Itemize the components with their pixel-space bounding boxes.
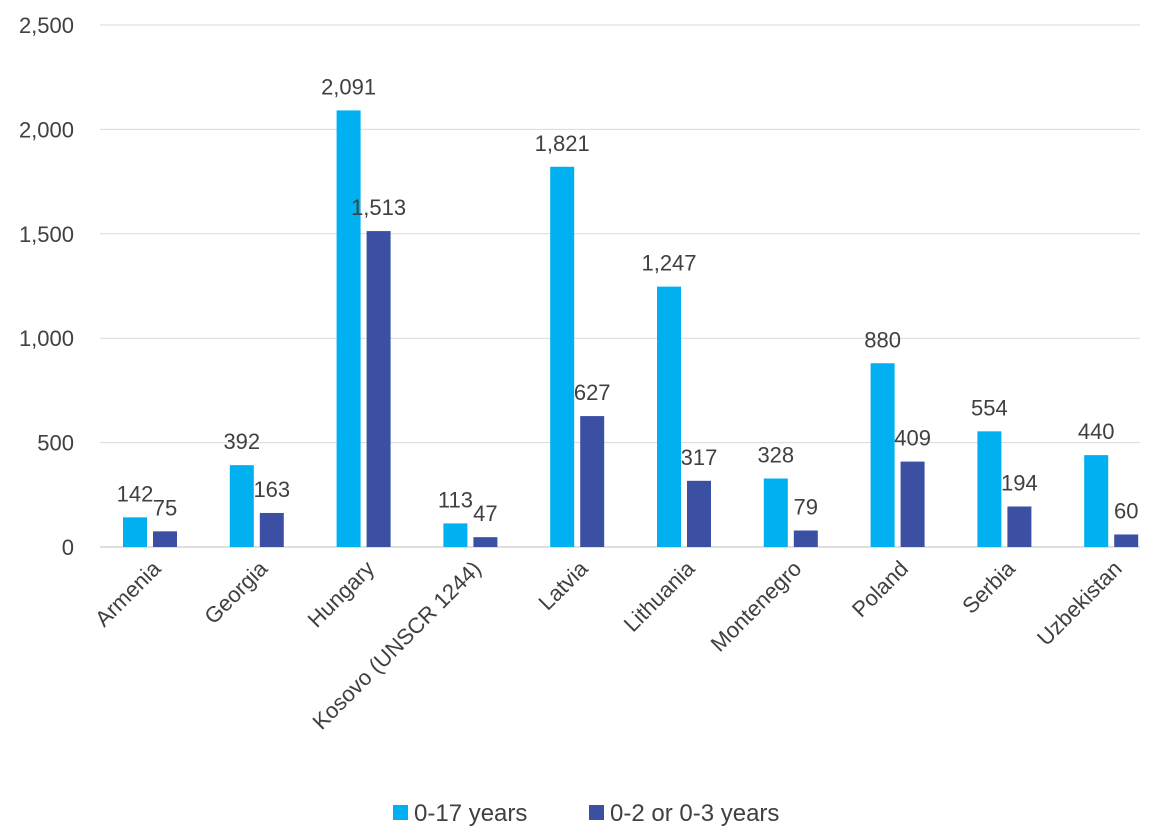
bar-series1 bbox=[657, 286, 681, 547]
data-label: 2,091 bbox=[321, 74, 376, 99]
data-label: 409 bbox=[894, 426, 931, 451]
bar-series2 bbox=[366, 231, 391, 547]
data-label: 392 bbox=[223, 429, 260, 454]
bar-series1 bbox=[977, 431, 1002, 547]
data-label: 79 bbox=[794, 495, 818, 520]
y-tick-label: 1,500 bbox=[19, 222, 74, 247]
bar-series2 bbox=[1007, 506, 1032, 547]
bar-series1 bbox=[336, 110, 361, 547]
x-category-label: Georgia bbox=[199, 555, 273, 629]
x-category-label: Poland bbox=[847, 556, 913, 622]
bar-series1 bbox=[550, 166, 575, 547]
bar-series2 bbox=[580, 416, 605, 547]
data-label: 554 bbox=[971, 395, 1008, 420]
x-category-label: Armenia bbox=[90, 555, 166, 631]
y-axis-ticks: 0 500 1,000 1,500 2,000 2,500 bbox=[19, 13, 74, 560]
gridlines bbox=[100, 24, 1140, 548]
bar-series2 bbox=[900, 461, 925, 547]
legend-swatch bbox=[393, 805, 408, 820]
data-label: 328 bbox=[757, 443, 794, 468]
data-label: 317 bbox=[681, 445, 718, 470]
x-category-label: Latvia bbox=[534, 555, 594, 615]
y-tick-label: 0 bbox=[62, 535, 74, 560]
legend-label: 0-17 years bbox=[414, 800, 527, 827]
bar-series1 bbox=[763, 478, 788, 547]
bar-series1 bbox=[123, 517, 147, 547]
bar-series2 bbox=[153, 531, 177, 547]
legend-swatch bbox=[589, 805, 604, 820]
data-label: 142 bbox=[117, 481, 154, 506]
data-label: 194 bbox=[1001, 470, 1038, 495]
data-label: 1,513 bbox=[351, 195, 406, 220]
x-category-label: Montenegro bbox=[706, 556, 807, 657]
x-category-label: Hungary bbox=[303, 556, 379, 632]
bar-series1 bbox=[870, 363, 895, 547]
bar-series2 bbox=[793, 530, 818, 547]
data-label: 440 bbox=[1078, 419, 1115, 444]
bar-series1 bbox=[443, 523, 468, 547]
y-tick-label: 2,500 bbox=[19, 13, 74, 38]
data-label: 880 bbox=[864, 327, 901, 352]
x-category-label: Uzbekistan bbox=[1032, 556, 1127, 651]
x-category-label: Lithuania bbox=[619, 555, 700, 636]
legend: 0-17 years 0-2 or 0-3 years bbox=[393, 800, 779, 827]
data-label: 1,821 bbox=[535, 131, 590, 156]
y-tick-label: 2,000 bbox=[19, 117, 74, 142]
legend-label: 0-2 or 0-3 years bbox=[610, 800, 779, 827]
data-label: 113 bbox=[438, 487, 473, 512]
bars bbox=[123, 110, 1139, 547]
data-label: 163 bbox=[253, 477, 290, 502]
bar-series2 bbox=[1114, 534, 1139, 547]
data-label: 75 bbox=[153, 495, 177, 520]
bar-series2 bbox=[473, 537, 498, 547]
y-tick-label: 1,000 bbox=[19, 326, 74, 351]
bar-series2 bbox=[259, 512, 284, 547]
data-label: 47 bbox=[473, 501, 497, 526]
data-label: 60 bbox=[1114, 498, 1138, 523]
data-label: 1,247 bbox=[641, 251, 696, 276]
bar-series2 bbox=[687, 480, 711, 547]
bar-series1 bbox=[229, 465, 254, 547]
x-category-label: Serbia bbox=[957, 555, 1020, 618]
data-label: 627 bbox=[574, 380, 611, 405]
y-tick-label: 500 bbox=[37, 431, 74, 456]
bar-series1 bbox=[1084, 455, 1109, 547]
